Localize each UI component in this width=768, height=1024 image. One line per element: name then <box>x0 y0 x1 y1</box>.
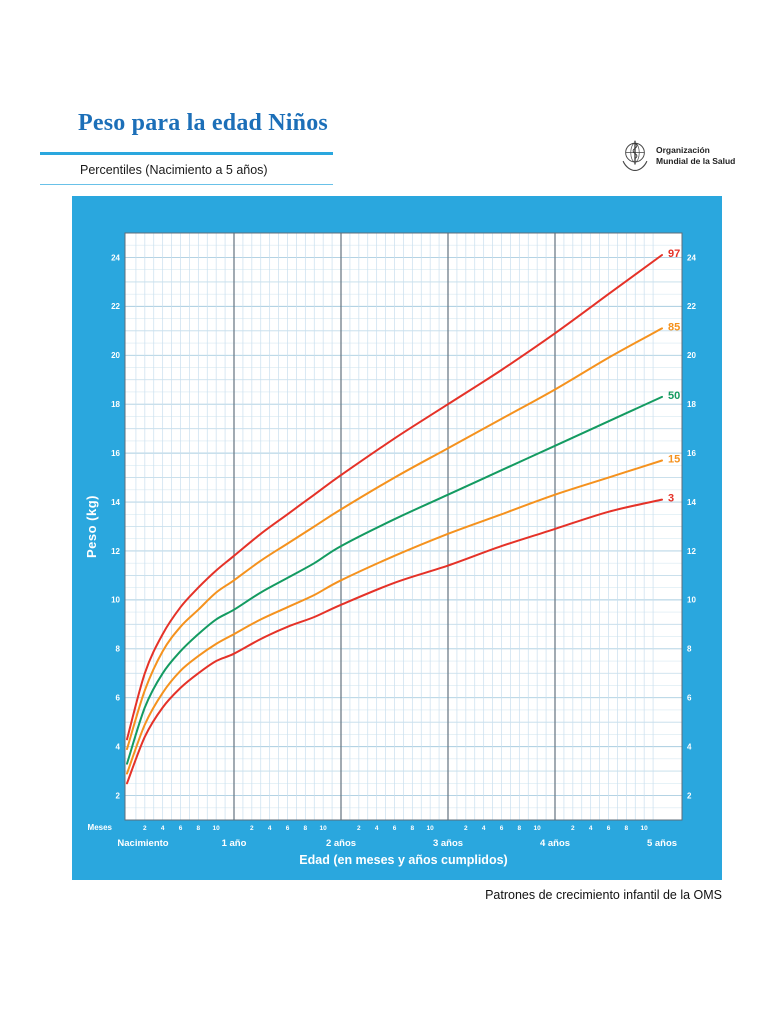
x-month-tick-6: 6 <box>179 825 183 832</box>
x-month-tick-44: 8 <box>518 825 522 832</box>
x-month-tick-20: 8 <box>304 825 308 832</box>
x-month-tick-8: 8 <box>197 825 201 832</box>
percentile-label-50: 50 <box>668 390 680 402</box>
y-tick-left-22: 22 <box>111 302 120 311</box>
title-underline <box>40 152 333 155</box>
y-tick-left-10: 10 <box>111 596 120 605</box>
percentile-label-85: 85 <box>668 321 680 333</box>
x-year-label-4: 4 años <box>540 838 570 849</box>
growth-chart-panel: 97 85 50 15 3 2 2 4 4 6 6 8 8 10 10 12 12 14 14 16 16 18 18 20 2… <box>72 196 722 880</box>
x-month-tick-14: 2 <box>250 825 254 832</box>
x-month-tick-40: 4 <box>482 825 486 832</box>
x-year-label-1: 1 año <box>222 838 247 849</box>
x-month-tick-22: 10 <box>320 825 328 832</box>
x-month-tick-46: 10 <box>534 825 542 832</box>
who-logo-text-line1: Organización <box>656 145 710 156</box>
y-tick-right-20: 20 <box>687 351 696 360</box>
y-tick-right-18: 18 <box>687 400 696 409</box>
x-month-tick-18: 6 <box>286 825 290 832</box>
footer-note: Patrones de crecimiento infantil de la O… <box>485 888 722 902</box>
plot-border <box>124 232 683 821</box>
percentile-curve-15 <box>126 459 663 775</box>
x-year-label-5: 5 años <box>647 838 677 849</box>
who-logo-icon <box>622 140 648 172</box>
percentile-label-3: 3 <box>668 493 674 505</box>
x-month-tick-26: 2 <box>357 825 361 832</box>
x-year-label-3: 3 años <box>433 838 463 849</box>
x-month-tick-32: 8 <box>411 825 415 832</box>
x-month-tick-50: 2 <box>571 825 575 832</box>
y-tick-right-10: 10 <box>687 596 696 605</box>
x-meses-label: Meses <box>88 823 113 832</box>
who-logo-text-line2: Mundial de la Salud <box>656 156 736 166</box>
x-month-tick-28: 4 <box>375 825 379 832</box>
x-month-tick-54: 6 <box>607 825 611 832</box>
y-tick-right-12: 12 <box>687 547 696 556</box>
percentile-curve-50 <box>126 395 663 765</box>
x-year-label-0: Nacimiento <box>117 838 168 849</box>
who-logo-text: Organización Mundial de la Salud <box>656 145 735 166</box>
y-tick-left-8: 8 <box>116 645 121 654</box>
x-month-tick-52: 4 <box>589 825 593 832</box>
x-month-tick-10: 10 <box>213 825 221 832</box>
y-tick-left-2: 2 <box>116 791 121 800</box>
x-month-tick-56: 8 <box>625 825 629 832</box>
y-tick-left-16: 16 <box>111 449 120 458</box>
x-month-tick-30: 6 <box>393 825 397 832</box>
y-tick-right-16: 16 <box>687 449 696 458</box>
y-tick-left-12: 12 <box>111 547 120 556</box>
percentile-label-97: 97 <box>668 248 680 260</box>
x-month-tick-2: 2 <box>143 825 147 832</box>
y-tick-right-6: 6 <box>687 694 692 703</box>
y-tick-left-18: 18 <box>111 400 120 409</box>
x-month-tick-58: 10 <box>641 825 649 832</box>
y-tick-left-20: 20 <box>111 351 120 360</box>
y-tick-left-4: 4 <box>116 742 121 751</box>
x-year-label-2: 2 años <box>326 838 356 849</box>
y-tick-right-22: 22 <box>687 302 696 311</box>
page-title: Peso para la edad Niños <box>78 110 328 136</box>
x-month-tick-4: 4 <box>161 825 165 832</box>
percentile-curve-3 <box>126 498 663 785</box>
grid <box>124 232 683 821</box>
x-axis-title: Edad (en meses y años cumplidos) <box>299 853 507 867</box>
x-month-tick-38: 2 <box>464 825 468 832</box>
x-month-tick-16: 4 <box>268 825 272 832</box>
chart-subtitle: Percentiles (Nacimiento a 5 años) <box>80 163 268 177</box>
y-axis-title: Peso (kg) <box>84 495 99 558</box>
y-tick-right-8: 8 <box>687 645 692 654</box>
y-tick-left-14: 14 <box>111 498 120 507</box>
x-month-tick-34: 10 <box>427 825 435 832</box>
subtitle-underline <box>40 184 333 185</box>
percentile-label-15: 15 <box>668 453 680 465</box>
y-tick-right-2: 2 <box>687 791 692 800</box>
percentile-curve-85 <box>126 327 663 751</box>
y-tick-left-24: 24 <box>111 253 120 262</box>
y-tick-right-14: 14 <box>687 498 696 507</box>
x-month-tick-42: 6 <box>500 825 504 832</box>
who-logo: Organización Mundial de la Salud <box>618 138 735 174</box>
percentile-curve-97 <box>126 254 663 741</box>
y-tick-left-6: 6 <box>116 694 121 703</box>
y-tick-right-24: 24 <box>687 253 696 262</box>
percentile-curves <box>126 254 663 785</box>
y-tick-right-4: 4 <box>687 742 692 751</box>
